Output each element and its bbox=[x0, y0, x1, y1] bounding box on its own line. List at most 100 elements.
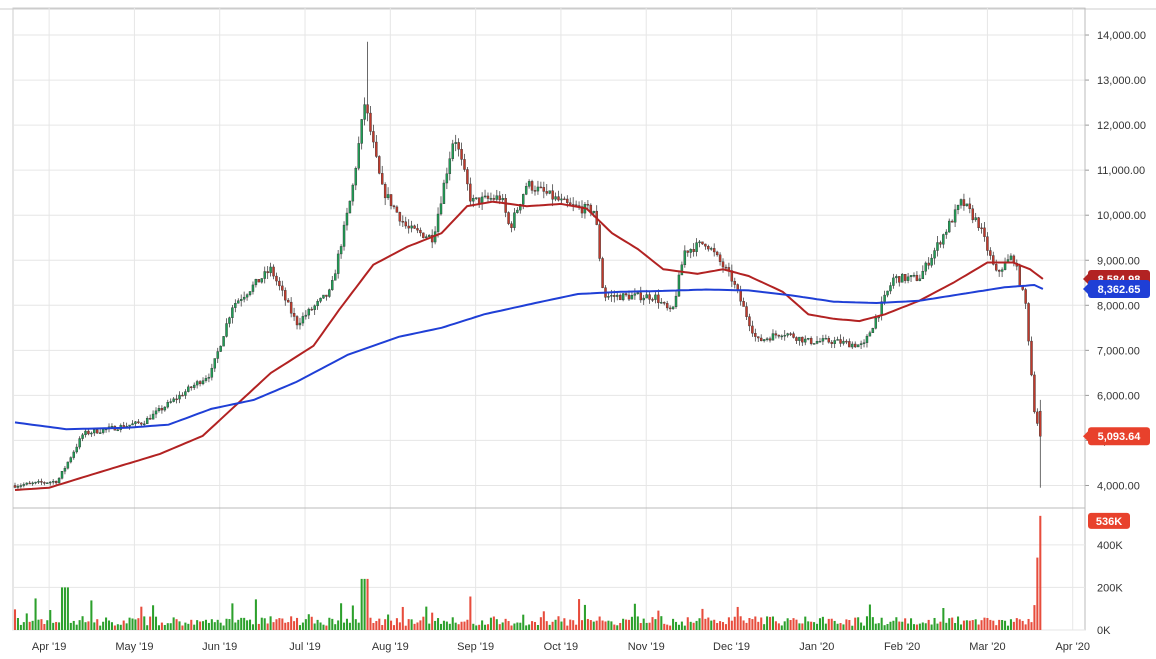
candle-body bbox=[715, 251, 719, 256]
volume-bar bbox=[410, 619, 413, 630]
candle-body bbox=[84, 430, 87, 436]
volume-bar bbox=[816, 623, 819, 630]
y-tick-label: 12,000.00 bbox=[1097, 120, 1146, 132]
candle-body bbox=[1033, 374, 1036, 413]
volume-bar bbox=[551, 621, 554, 630]
candle-body bbox=[207, 377, 211, 379]
volume-bar bbox=[886, 624, 889, 630]
x-tick-label: Jan '20 bbox=[799, 641, 834, 653]
volume-bar bbox=[163, 624, 166, 630]
candle-body bbox=[930, 257, 933, 266]
volume-bar bbox=[372, 623, 375, 630]
volume-bar bbox=[149, 616, 152, 630]
x-tick-label: Nov '19 bbox=[628, 641, 665, 653]
candle-body bbox=[398, 212, 402, 222]
volume-bar bbox=[927, 619, 930, 630]
candle-body bbox=[654, 294, 657, 300]
volume-bar bbox=[627, 619, 631, 630]
volume-bar bbox=[313, 623, 316, 630]
candle-body bbox=[137, 421, 140, 424]
candle-body bbox=[795, 337, 798, 341]
volume-bar bbox=[251, 624, 254, 630]
last-price-tag: 5,093.64 bbox=[1098, 431, 1142, 443]
volume-bar bbox=[187, 623, 190, 630]
volume-bar bbox=[827, 618, 830, 630]
candle-body bbox=[683, 250, 687, 266]
candle-body bbox=[160, 408, 164, 411]
volume-bar bbox=[669, 625, 672, 630]
candle-body bbox=[348, 200, 352, 214]
volume-bar bbox=[921, 622, 924, 630]
volume-bar bbox=[763, 624, 766, 630]
volume-bar bbox=[783, 621, 786, 630]
candle-body bbox=[469, 183, 472, 202]
ma-long-price-tag: 8,362.65 bbox=[1098, 284, 1141, 296]
volume-bar bbox=[510, 625, 513, 630]
candle-body bbox=[331, 280, 334, 290]
candle-body bbox=[310, 308, 313, 311]
volume-bar bbox=[704, 618, 707, 630]
x-tick-label: Mar '20 bbox=[969, 641, 1005, 653]
volume-bar bbox=[645, 622, 648, 630]
volume-bar bbox=[713, 619, 716, 630]
candle-body bbox=[472, 198, 475, 202]
volume-bar bbox=[586, 618, 589, 630]
candle-body bbox=[1039, 410, 1042, 437]
volume-bar bbox=[589, 620, 592, 630]
candle-body bbox=[695, 242, 698, 252]
candle-body bbox=[507, 212, 510, 224]
candle-body bbox=[798, 336, 801, 341]
volume-bar bbox=[601, 620, 604, 630]
volume-bar bbox=[1012, 621, 1015, 630]
candle-body bbox=[836, 339, 839, 341]
candle-body bbox=[272, 266, 275, 277]
volume-bar bbox=[384, 619, 387, 630]
candle-body bbox=[93, 429, 96, 434]
volume-bar bbox=[898, 621, 901, 630]
volume-bar bbox=[422, 616, 425, 630]
volume-bar bbox=[513, 623, 516, 630]
volume-bar bbox=[381, 625, 384, 630]
volume-bar bbox=[533, 621, 537, 630]
volume-bar bbox=[813, 622, 816, 630]
volume-bar bbox=[166, 623, 169, 630]
candle-body bbox=[242, 296, 246, 300]
candle-body bbox=[22, 484, 26, 486]
candle-body bbox=[992, 255, 995, 265]
candle-body bbox=[169, 401, 172, 403]
candle-body bbox=[128, 424, 131, 427]
volume-bar bbox=[801, 623, 804, 630]
candle-body bbox=[680, 264, 684, 276]
volume-bar bbox=[642, 618, 645, 630]
volume-tick-label: 400K bbox=[1097, 540, 1123, 552]
candle-body bbox=[889, 285, 892, 292]
volume-bar bbox=[1009, 619, 1012, 630]
candle-body bbox=[419, 229, 422, 234]
volume-bar bbox=[169, 623, 172, 630]
candle-body bbox=[322, 294, 325, 299]
candle-body bbox=[616, 294, 619, 297]
candle-body bbox=[851, 343, 854, 348]
candle-body bbox=[75, 446, 78, 453]
volume-bar bbox=[437, 618, 440, 630]
candle-body bbox=[178, 394, 181, 400]
candle-body bbox=[278, 280, 281, 287]
candle-body bbox=[143, 423, 146, 426]
volume-bar bbox=[254, 599, 257, 630]
volume-bar bbox=[248, 619, 252, 630]
x-tick-label: Aug '19 bbox=[372, 641, 409, 653]
volume-bar bbox=[284, 622, 287, 630]
candle-body bbox=[639, 292, 642, 301]
candle-body bbox=[522, 194, 525, 205]
volume-bar bbox=[845, 619, 848, 630]
volume-bar bbox=[804, 616, 807, 630]
volume-bar bbox=[739, 616, 742, 630]
volume-bar bbox=[495, 619, 498, 630]
ma-long-price-tag-bg bbox=[1088, 279, 1150, 298]
candle-body bbox=[839, 339, 842, 344]
candle-body bbox=[201, 380, 205, 385]
candle-body bbox=[25, 482, 28, 485]
candle-body bbox=[383, 184, 387, 199]
volume-bar bbox=[542, 611, 545, 630]
